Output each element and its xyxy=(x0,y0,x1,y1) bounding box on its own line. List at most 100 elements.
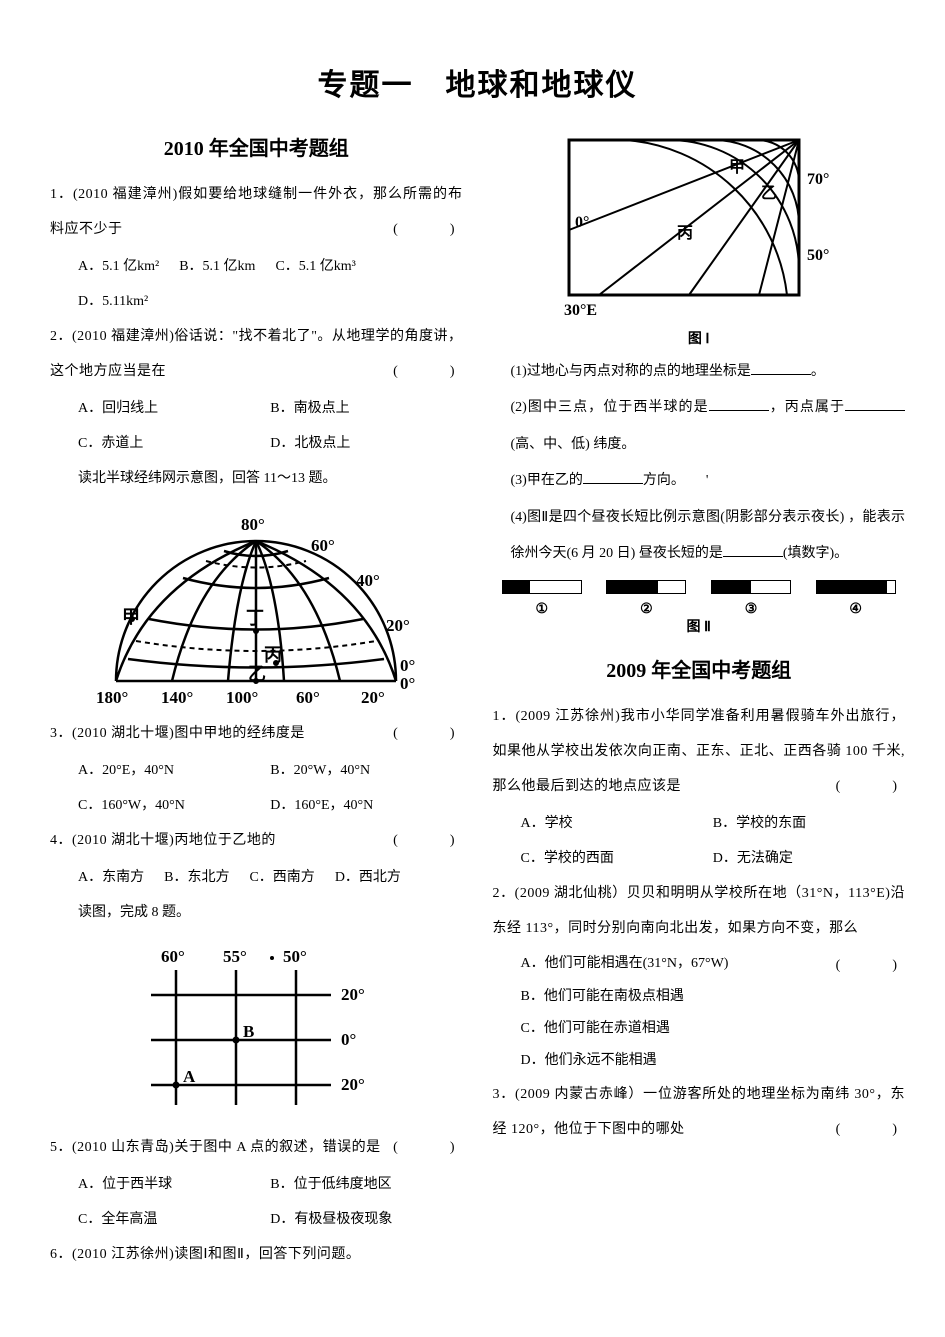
q5-paren: ( ) xyxy=(393,1130,462,1165)
q2-opt-a: A．回归线上 xyxy=(78,391,270,426)
globe-bot-60: 60° xyxy=(296,688,320,706)
r-q2: 2．(2009 湖北仙桃）贝贝和明明从学校所在地（31°N，113°E)沿东经 … xyxy=(493,876,906,946)
r-q3: 3．(2009 内蒙古赤峰）一位游客所处的地理坐标为南纬 30°，东经 120°… xyxy=(493,1077,906,1147)
fig1-label: 图 Ⅰ xyxy=(493,328,906,348)
r-q2-paren: ( ) xyxy=(836,948,905,983)
dn-bar-1 xyxy=(502,580,582,594)
grid-figure: 60° 55° 50° 20° 0° 20° A B xyxy=(116,940,396,1120)
r-q2-d: D．他们永远不能相遇 xyxy=(493,1045,906,1077)
q3-paren: ( ) xyxy=(393,716,462,751)
r-q1-paren: ( ) xyxy=(836,769,905,804)
q3-row2: C．160°W，40°N D．160°E，40°N xyxy=(50,788,463,823)
globe-bing: 丙 xyxy=(264,645,282,665)
p2-blank2 xyxy=(845,397,905,411)
globe-bot-180: 180° xyxy=(96,688,128,706)
p4b: (填数字)。 xyxy=(783,546,848,561)
q6: 6．(2010 江苏徐州)读图Ⅰ和图Ⅱ，回答下列问题。 xyxy=(50,1237,463,1272)
p1-tail: 。 xyxy=(811,364,825,379)
polar-jia: 甲 xyxy=(729,158,745,176)
q2-opt-d: D．北极点上 xyxy=(270,426,462,461)
q4-opt-a: A．东南方 xyxy=(78,860,144,895)
polar-figure: 70° 50° 0° 30°E 甲 乙 丙 xyxy=(549,130,849,320)
p2-blank1 xyxy=(709,397,769,411)
grid-B: B xyxy=(243,1022,254,1041)
r-q2-text: 2．(2009 湖北仙桃）贝贝和明明从学校所在地（31°N，113°E)沿东经 … xyxy=(493,886,906,936)
polar-0: 0° xyxy=(575,214,589,231)
q5-opt-b: B．位于低纬度地区 xyxy=(270,1167,462,1202)
q4-options: A．东南方 B．东北方 C．西南方 D．西北方 xyxy=(50,860,463,895)
p3-blank xyxy=(583,470,643,484)
p2a: (2)图中三点，位于西半球的是 xyxy=(511,400,709,415)
dn-bar-3 xyxy=(711,580,791,594)
globe-top-80: 80° xyxy=(241,515,265,534)
q2-opt-c: C．赤道上 xyxy=(78,426,270,461)
polar-70: 70° xyxy=(807,171,829,188)
polar-50: 50° xyxy=(807,247,829,264)
q5-opt-d: D．有极昼极夜现象 xyxy=(270,1202,462,1237)
sub-p4: (4)图Ⅱ是四个昼夜长短比例示意图(阴影部分表示夜长) ，能表示徐州今天(6 月… xyxy=(493,500,906,573)
q2-paren: ( ) xyxy=(393,354,462,389)
dn-label-2: ② xyxy=(597,601,696,618)
q3-row1: A．20°E，40°N B．20°W，40°N xyxy=(50,753,463,788)
p4-blank xyxy=(723,543,783,557)
q1-paren: ( ) xyxy=(393,212,462,247)
q5-opt-a: A．位于西半球 xyxy=(78,1167,270,1202)
q3-opt-c: C．160°W，40°N xyxy=(78,788,270,823)
r-q3-paren: ( ) xyxy=(836,1112,905,1147)
q4: 4．(2010 湖北十堰)丙地位于乙地的 ( ) xyxy=(50,823,463,858)
main-title: 专题一 地球和地球仪 xyxy=(50,60,905,104)
r-q1-row1: A．学校 B．学校的东面 xyxy=(493,806,906,841)
q1-opt-a: A．5.1 亿km² xyxy=(78,249,159,284)
globe-top-20: 20° xyxy=(386,616,410,635)
dn-label-1: ① xyxy=(493,601,592,618)
intro-2: 读图，完成 8 题。 xyxy=(50,895,463,930)
intro-1: 读北半球经纬网示意图，回答 11～13 题。 xyxy=(50,461,463,496)
daynight-bars xyxy=(493,580,906,599)
r-q1: 1．(2009 江苏徐州)我市小华同学准备利用暑假骑车外出旅行，如果他从学校出发… xyxy=(493,699,906,804)
grid-lat-20a: 20° xyxy=(341,985,365,1004)
p2c: (高、中、低) 纬度。 xyxy=(511,437,636,452)
q3-opt-d: D．160°E，40°N xyxy=(270,788,462,823)
q2: 2．(2010 福建漳州)俗话说："找不着北了"。从地理学的角度讲，这个地方应当… xyxy=(50,319,463,389)
grid-lat-20b: 20° xyxy=(341,1075,365,1094)
p1-text: (1)过地心与丙点对称的点的地理坐标是 xyxy=(511,364,751,379)
polar-yi: 乙 xyxy=(761,185,777,202)
r-q1-d: D．无法确定 xyxy=(713,841,905,876)
r-q1-row2: C．学校的西面 D．无法确定 xyxy=(493,841,906,876)
q4-opt-b: B．东北方 xyxy=(164,860,229,895)
q6-text: 6．(2010 江苏徐州)读图Ⅰ和图Ⅱ，回答下列问题。 xyxy=(50,1247,360,1262)
r-q2-b: B．他们可能在南极点相遇 xyxy=(493,981,906,1013)
q3-text: 3．(2010 湖北十堰)图中甲地的经纬度是 xyxy=(50,726,305,741)
q5-row2: C．全年高温 D．有极昼极夜现象 xyxy=(50,1202,463,1237)
globe-bot-140: 140° xyxy=(161,688,193,706)
q5-row1: A．位于西半球 B．位于低纬度地区 xyxy=(50,1167,463,1202)
r-q2-c: C．他们可能在赤道相遇 xyxy=(493,1013,906,1045)
left-column: 2010 年全国中考题组 1．(2010 福建漳州)假如要给地球缝制一件外衣，那… xyxy=(50,124,463,1274)
fig2-label: 图 Ⅱ xyxy=(493,616,906,636)
grid-A: A xyxy=(183,1067,196,1086)
q5: 5．(2010 山东青岛)关于图中 A 点的叙述，错误的是 ( ) xyxy=(50,1130,463,1165)
polar-bing: 丙 xyxy=(677,224,693,242)
grid-lon-55: 55° xyxy=(223,947,247,966)
q2-opt-b: B．南极点上 xyxy=(270,391,462,426)
q1-opt-c: C．5.1 亿km³ xyxy=(275,249,355,284)
globe-bot-20: 20° xyxy=(361,688,385,706)
p1-blank xyxy=(751,361,811,375)
globe-ding: 丁 xyxy=(246,608,264,628)
q3-opt-b: B．20°W，40°N xyxy=(270,753,462,788)
q5-text: 5．(2010 山东青岛)关于图中 A 点的叙述，错误的是 xyxy=(50,1140,381,1155)
q4-opt-c: C．西南方 xyxy=(249,860,314,895)
q4-paren: ( ) xyxy=(393,823,462,858)
globe-top-0: 0° xyxy=(400,656,415,675)
sub-p1: (1)过地心与丙点对称的点的地理坐标是 。 xyxy=(493,354,906,390)
right-column: 70° 50° 0° 30°E 甲 乙 丙 图 Ⅰ (1)过地心与丙点对称的点的… xyxy=(493,124,906,1274)
r-q1-a: A．学校 xyxy=(521,806,713,841)
r-q1-c: C．学校的西面 xyxy=(521,841,713,876)
q1-opt-b: B．5.1 亿km xyxy=(179,249,255,284)
dn-label-4: ④ xyxy=(806,601,905,618)
globe-top-40: 40° xyxy=(356,571,380,590)
p3a: (3)甲在乙的 xyxy=(511,473,583,488)
globe-figure: 80° 60° 40° 20° 0° 0° 180° 140° 100° 60°… xyxy=(86,506,426,706)
grid-lon-50: 50° xyxy=(283,947,307,966)
grid-lat-0: 0° xyxy=(341,1030,356,1049)
